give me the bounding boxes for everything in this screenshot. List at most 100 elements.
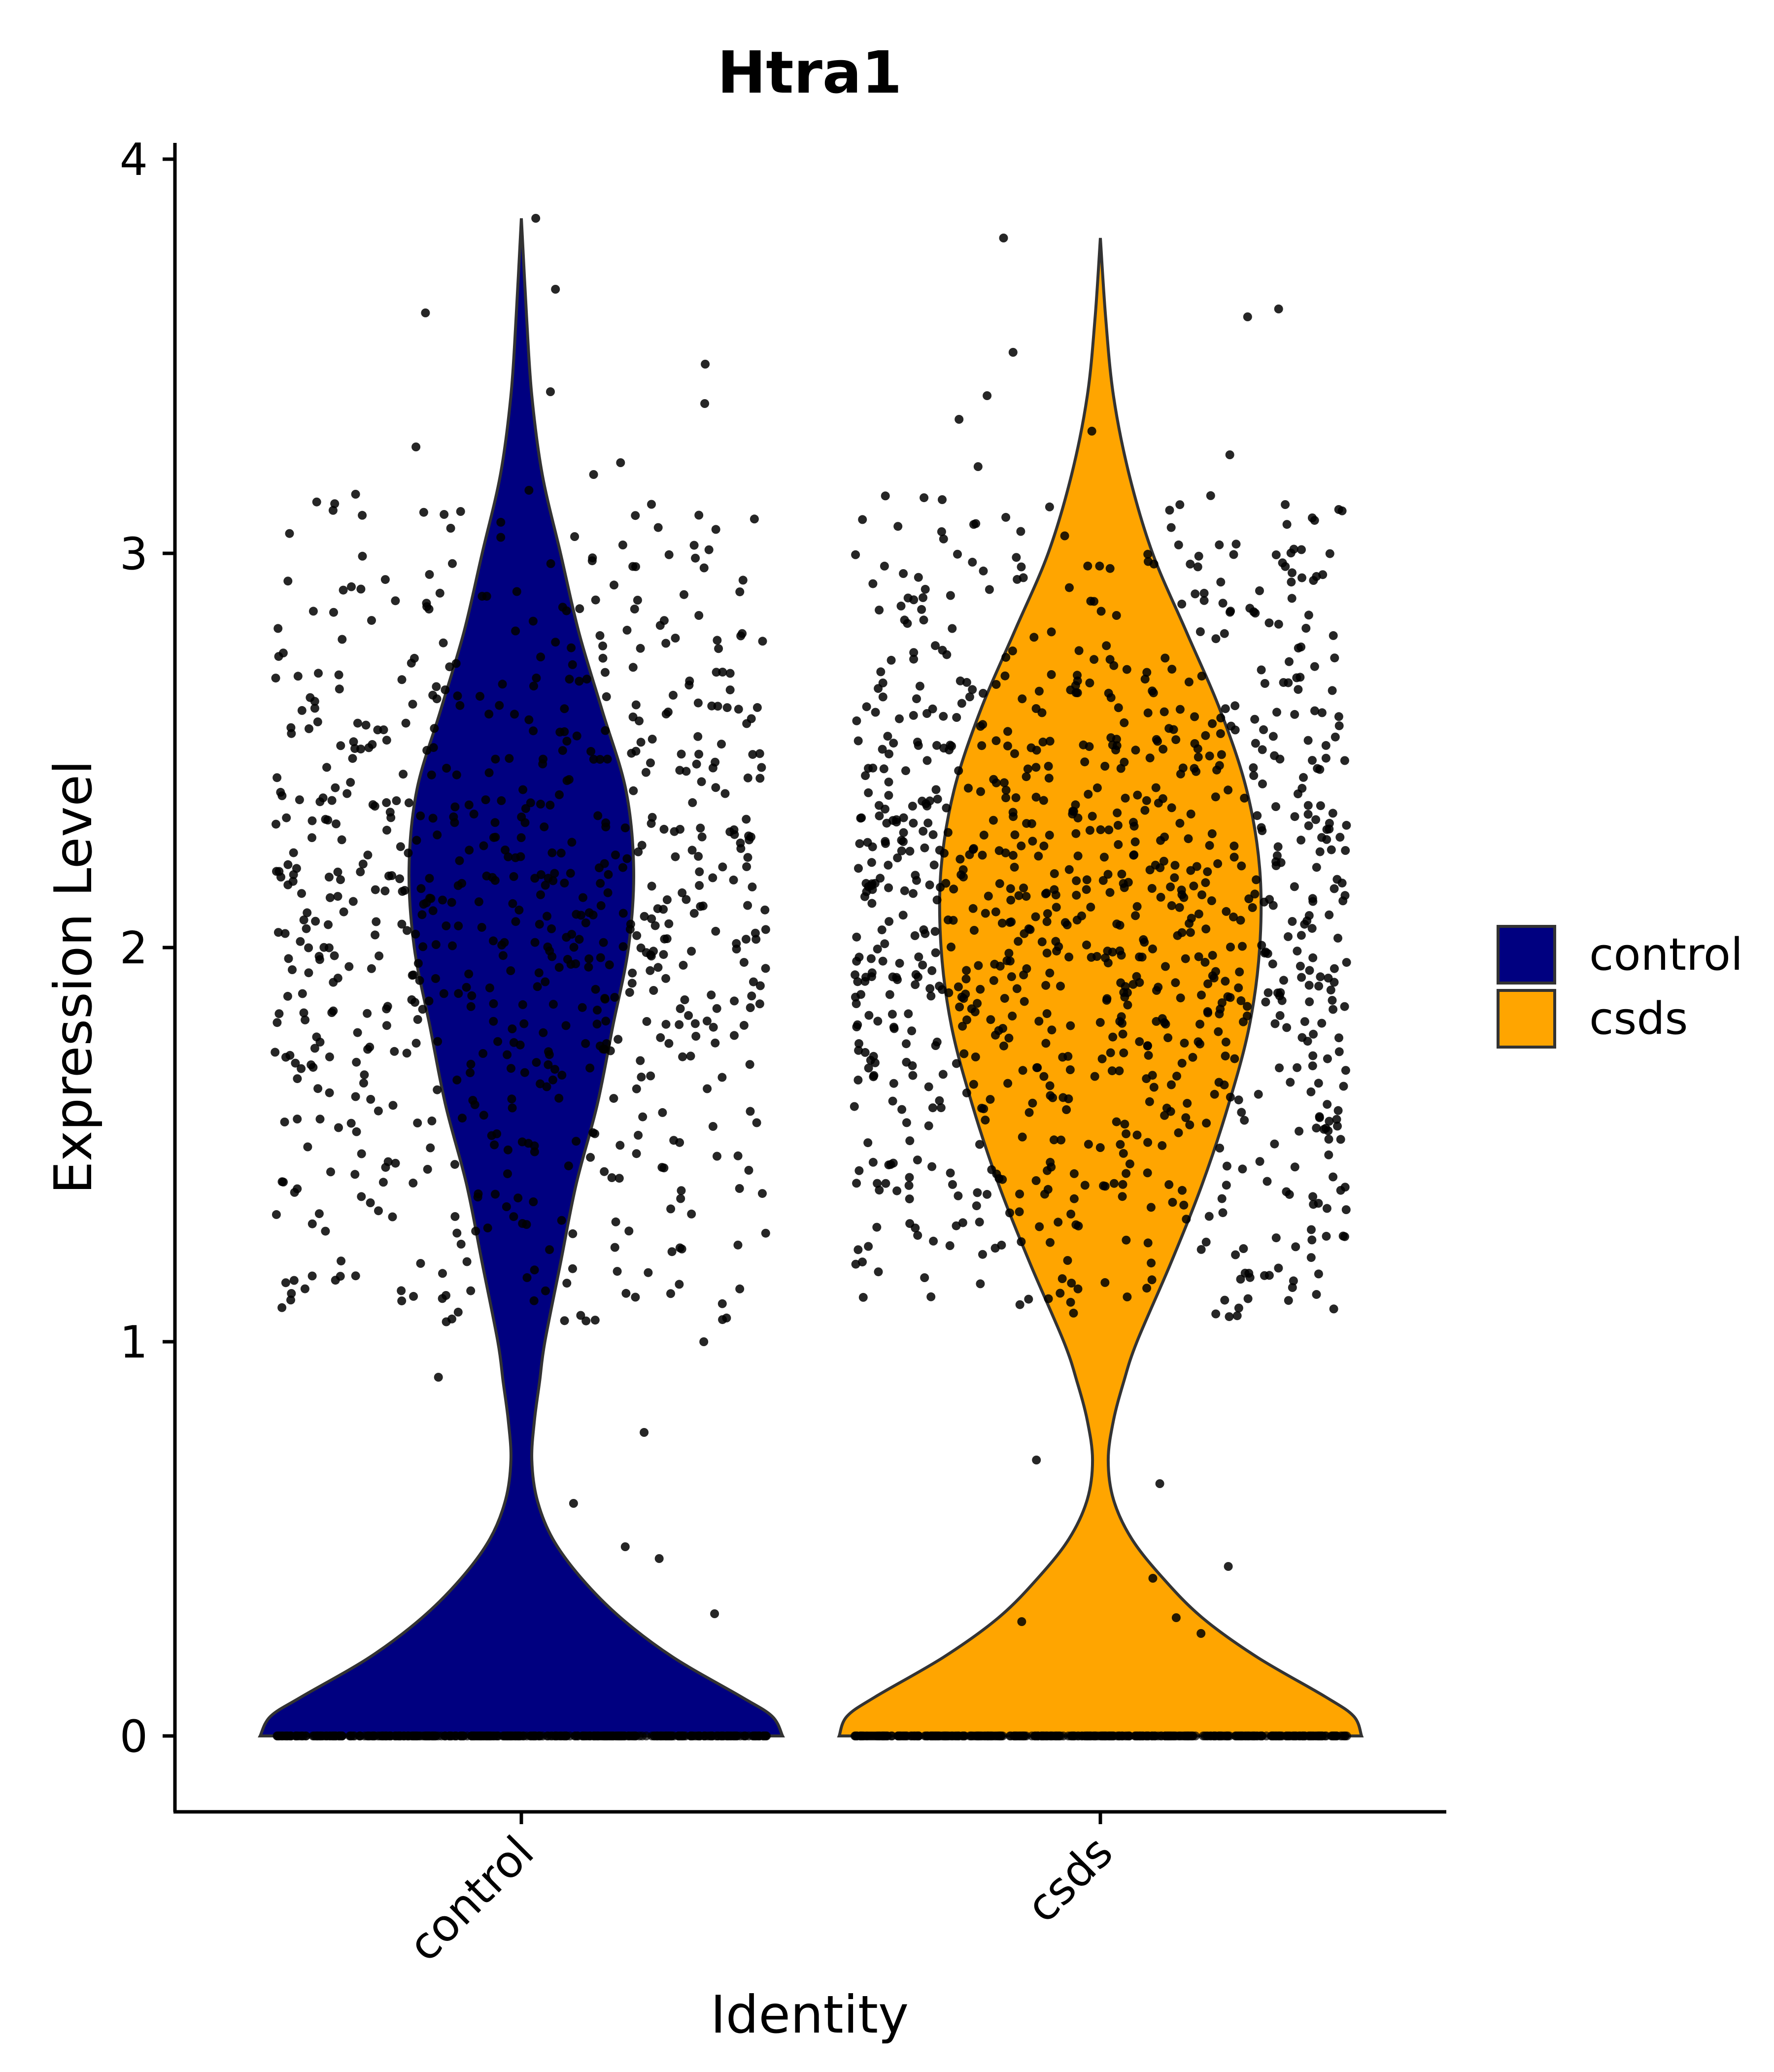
data-point <box>1000 671 1010 680</box>
data-point <box>307 1219 317 1228</box>
data-point <box>545 1050 554 1059</box>
data-point <box>1132 902 1142 911</box>
data-point <box>1035 1222 1044 1231</box>
data-point <box>853 977 862 986</box>
data-point-outlier <box>1017 1617 1026 1626</box>
data-point <box>1098 1732 1108 1740</box>
data-point <box>1171 1732 1181 1740</box>
data-point <box>1193 562 1202 572</box>
data-point <box>1183 1099 1192 1108</box>
data-point <box>314 669 323 678</box>
data-point <box>1041 981 1051 990</box>
data-point <box>567 930 577 939</box>
data-point <box>857 813 866 822</box>
data-point <box>881 805 889 814</box>
data-point <box>442 921 451 930</box>
data-point <box>337 1257 346 1266</box>
data-point <box>868 579 878 588</box>
data-point <box>422 898 431 908</box>
data-point <box>283 860 293 869</box>
data-point <box>474 897 483 907</box>
data-point <box>1146 1203 1156 1212</box>
data-point <box>598 641 608 650</box>
data-point <box>1046 1157 1055 1167</box>
data-point <box>887 1010 897 1019</box>
data-point <box>1252 875 1261 884</box>
data-point <box>505 754 514 763</box>
data-point <box>914 741 923 750</box>
data-point <box>940 849 949 858</box>
data-point-outlier <box>1148 1574 1158 1583</box>
data-point <box>889 1079 898 1088</box>
data-point <box>304 968 313 978</box>
data-point <box>1120 718 1129 727</box>
data-point <box>333 867 342 877</box>
violin-control <box>258 218 785 1737</box>
data-point <box>280 929 290 938</box>
data-point <box>1065 583 1074 592</box>
data-point <box>1149 1083 1159 1092</box>
data-point <box>908 1061 917 1070</box>
data-point <box>1304 821 1313 830</box>
data-point <box>695 881 704 890</box>
data-point <box>1304 981 1314 990</box>
data-point <box>656 1033 665 1042</box>
data-point <box>632 1149 641 1158</box>
data-point <box>1045 737 1055 746</box>
data-point <box>1197 890 1206 899</box>
data-point <box>1104 688 1113 698</box>
data-point <box>418 942 428 951</box>
data-point <box>452 1228 462 1238</box>
data-point <box>1308 1051 1318 1060</box>
data-point <box>1312 1123 1321 1133</box>
data-point <box>610 993 619 1002</box>
data-point <box>629 786 638 795</box>
data-point <box>1314 1199 1323 1208</box>
data-point <box>441 685 450 694</box>
data-point <box>356 584 366 594</box>
data-point <box>1255 586 1264 595</box>
data-point <box>367 964 376 973</box>
data-point <box>1003 727 1012 736</box>
data-point <box>504 1732 513 1740</box>
data-point-outlier <box>1155 1479 1164 1488</box>
data-point <box>904 1009 913 1019</box>
data-point <box>339 585 348 595</box>
data-point <box>932 1037 942 1047</box>
data-point <box>978 850 987 860</box>
data-point <box>511 626 520 636</box>
data-point <box>889 739 898 748</box>
data-point <box>560 704 569 713</box>
data-point <box>650 921 660 930</box>
data-point <box>390 1047 399 1056</box>
data-point <box>1341 1066 1350 1075</box>
data-point <box>274 867 284 876</box>
data-point <box>694 611 704 620</box>
data-point <box>1082 875 1092 884</box>
data-point <box>1082 940 1091 950</box>
data-point <box>541 977 550 986</box>
data-point <box>708 873 717 883</box>
data-point <box>346 1119 356 1128</box>
data-point <box>1119 1149 1128 1158</box>
data-point <box>333 892 342 901</box>
data-point <box>293 1074 302 1084</box>
data-point <box>471 1226 480 1236</box>
data-point <box>452 1075 462 1085</box>
data-point <box>1017 562 1026 572</box>
data-point <box>1152 735 1161 744</box>
data-point <box>399 770 408 779</box>
data-point <box>520 818 530 827</box>
data-point <box>873 1017 883 1026</box>
data-point <box>1329 1172 1338 1182</box>
data-point <box>1064 952 1074 962</box>
data-point <box>1010 830 1020 840</box>
data-point-outlier <box>616 458 625 467</box>
data-point <box>1014 937 1023 946</box>
data-point <box>336 741 345 750</box>
data-point <box>743 853 752 862</box>
y-tick-label: 3 <box>120 528 148 580</box>
data-point <box>989 815 998 825</box>
data-point <box>636 1056 645 1065</box>
